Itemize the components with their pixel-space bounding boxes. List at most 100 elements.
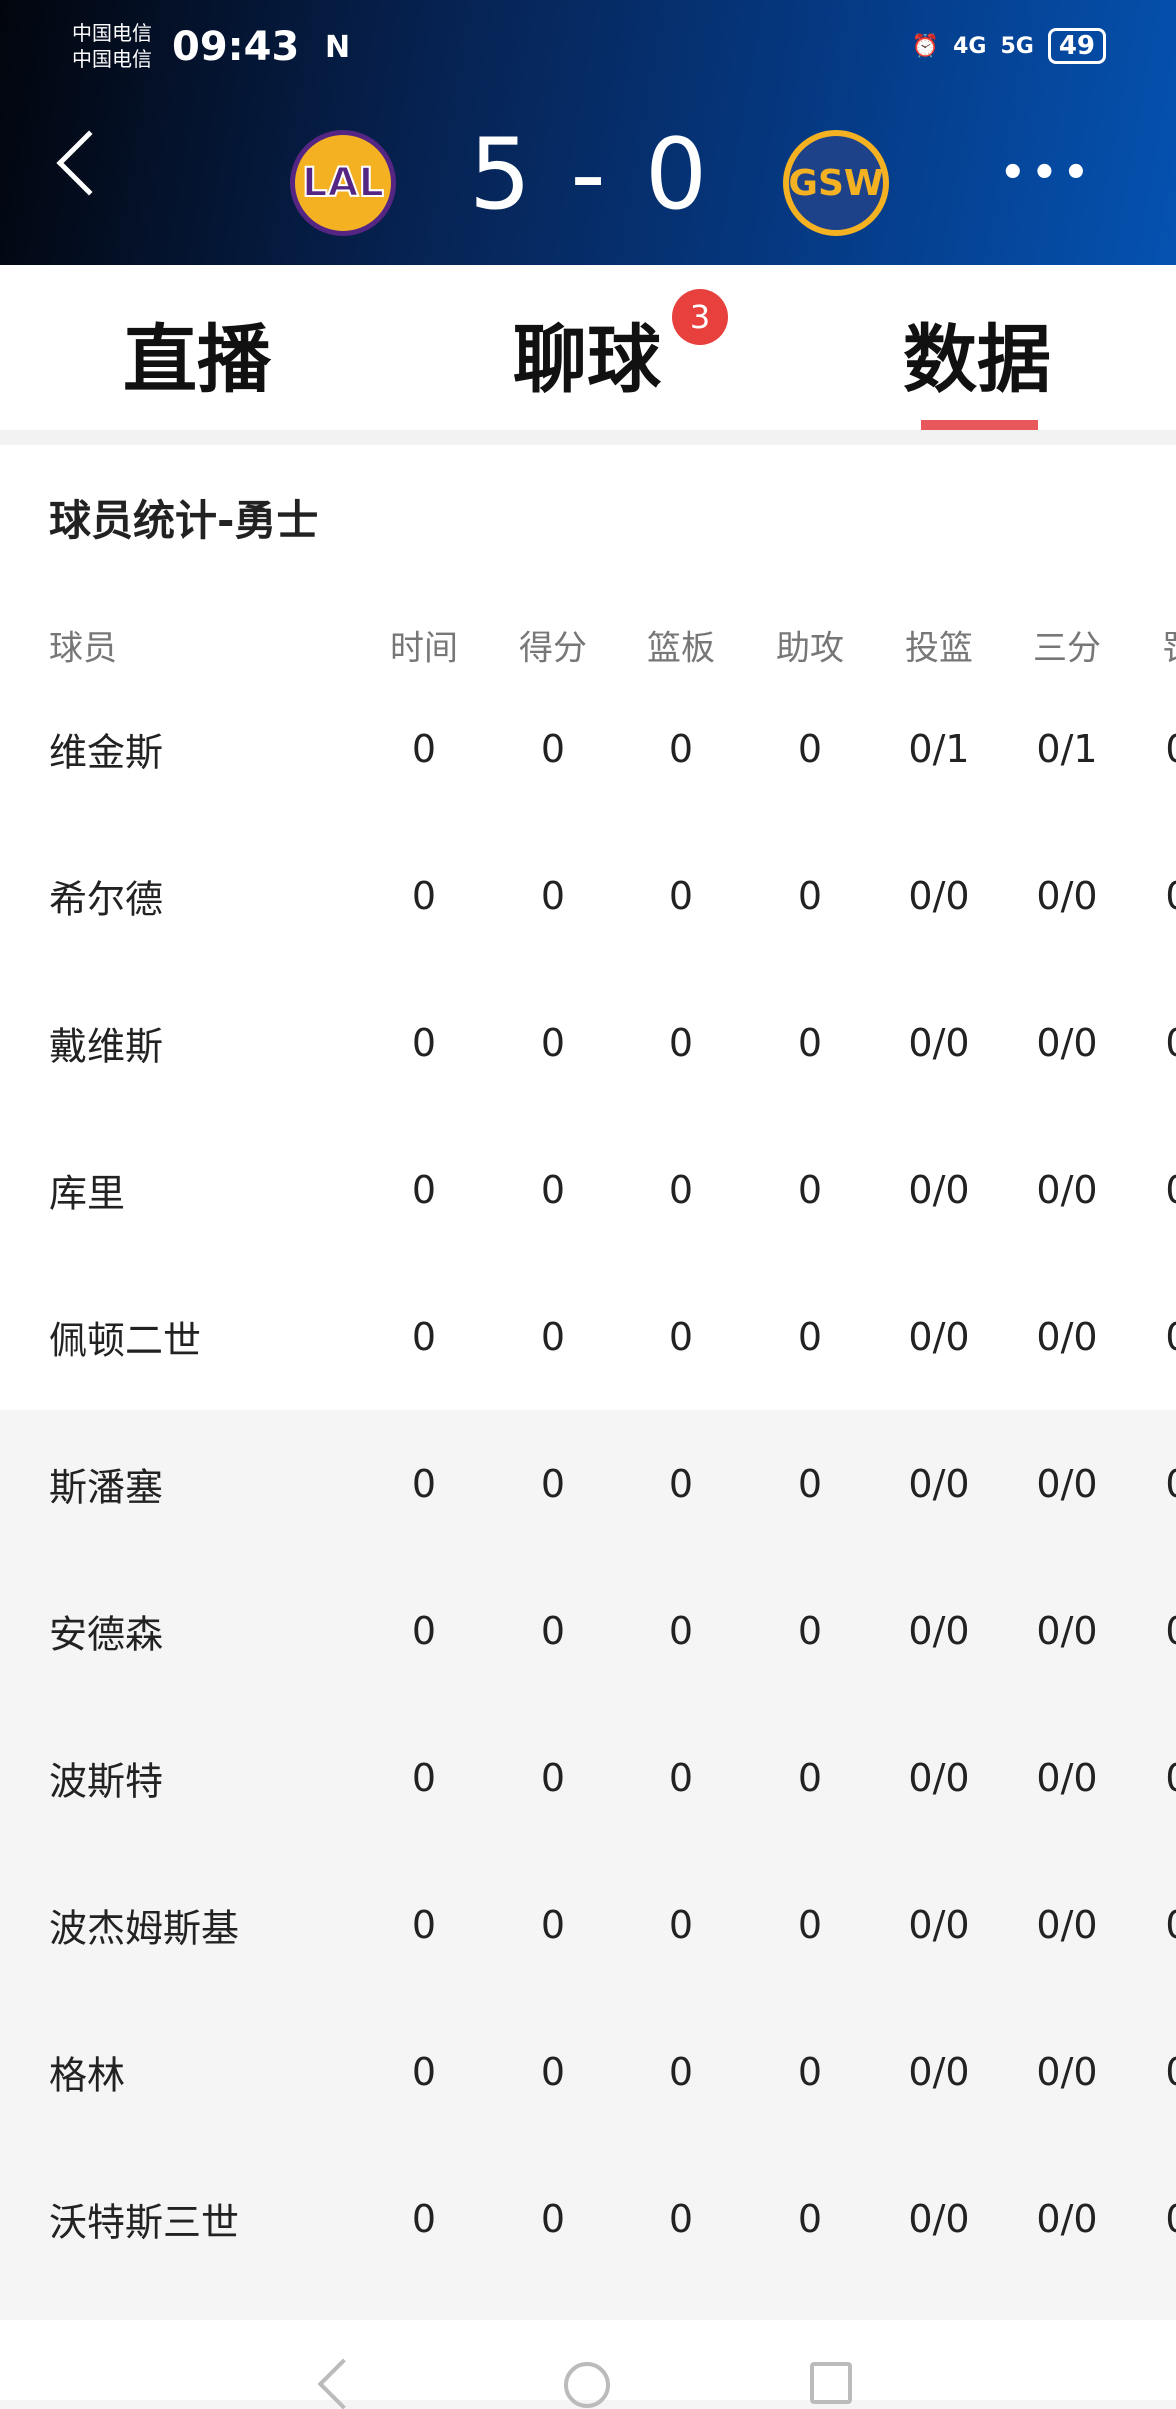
stat-cell: 0/0	[1036, 873, 1098, 918]
signal-4g-icon: 4G	[953, 33, 987, 59]
back-button[interactable]	[56, 130, 122, 196]
stat-cell: 0	[668, 1755, 694, 1800]
stat-cell: 0	[668, 1461, 694, 1506]
player-name: 希尔德	[49, 877, 164, 921]
stat-cell: 0	[668, 1314, 694, 1359]
table-row[interactable]: 佩顿二世 0 0 0 0 0/0 0/0 0/0	[0, 1263, 1176, 1410]
stat-cell: 0/0	[908, 2196, 970, 2241]
stat-cell: 0/0	[1165, 1168, 1176, 1212]
stat-cell: 0/0	[1036, 1461, 1098, 1506]
stat-cell: 三分	[1033, 628, 1101, 669]
stat-cell: 0	[540, 1755, 566, 1800]
stat-cell: 0	[411, 873, 437, 918]
player-name: 安德森	[49, 1612, 164, 1656]
stat-cell: 0/0	[1036, 1020, 1098, 1065]
stat-cell: 时间	[390, 628, 458, 669]
stat-cell: 0	[668, 2049, 694, 2094]
stat-cell: 0/0	[908, 1461, 970, 1506]
table-row[interactable]: 库里 0 0 0 0 0/0 0/0 0/0	[0, 1116, 1176, 1263]
table-row[interactable]: 沃特斯三世 0 0 0 0 0/0 0/0 0/0	[0, 2145, 1176, 2292]
stat-cell: 0	[668, 1020, 694, 1065]
stat-cell: 0/0	[1036, 1314, 1098, 1359]
alarm-icon: ⏰	[911, 33, 940, 59]
tab-chat[interactable]: 聊球	[513, 317, 661, 403]
score: 5 - 0	[468, 118, 712, 232]
stat-cell: 0	[668, 873, 694, 918]
player-name: 波杰姆斯基	[49, 1906, 240, 1950]
table-row[interactable]: 安德森 0 0 0 0 0/0 0/0 0/0	[0, 1557, 1176, 1704]
table-row[interactable]: 波杰姆斯基 0 0 0 0 0/0 0/0 0/0	[0, 1851, 1176, 1998]
stat-cell: 0/0	[908, 1020, 970, 1065]
stat-cell: 0/0	[1036, 2196, 1098, 2241]
player-name: 戴维斯	[49, 1024, 164, 1068]
player-name: 沃特斯三世	[49, 2200, 240, 2244]
nav-home-icon[interactable]	[564, 2362, 610, 2408]
player-name: 库里	[49, 1171, 126, 1215]
stat-cell: 0/0	[1036, 1755, 1098, 1800]
stat-cell: 0	[797, 2196, 823, 2241]
stat-cell: 0	[540, 1314, 566, 1359]
stat-cell: 0/0	[908, 1608, 970, 1653]
tab-live[interactable]: 直播	[123, 317, 271, 403]
table-row[interactable]: 斯潘塞 0 0 0 0 0/0 0/0 0/0	[0, 1410, 1176, 1557]
game-header: 中国电信 中国电信 09:43 N ⏰ 4G 5G 49 LAL 5 - 0 GS…	[0, 0, 1176, 265]
table-header: 球员 时间 得分 篮板 助攻 投篮 三分 罚球	[0, 565, 1176, 675]
stat-cell: 0	[411, 1902, 437, 1947]
stat-cell: 0	[411, 726, 437, 771]
table-row[interactable]: 波斯特 0 0 0 0 0/0 0/0 0/0	[0, 1704, 1176, 1851]
stat-cell: 0	[411, 1020, 437, 1065]
stat-cell: 0	[411, 2196, 437, 2241]
battery-icon: 49	[1047, 28, 1106, 64]
stat-cell: 0/0	[1165, 874, 1176, 918]
stat-cell: 0	[797, 1314, 823, 1359]
home-team-logo[interactable]: LAL	[290, 130, 396, 236]
player-name: 波斯特	[49, 1759, 164, 1803]
stat-cell: 0/0	[908, 1167, 970, 1212]
player-name: 维金斯	[49, 730, 164, 774]
table-row[interactable]: 格林 0 0 0 0 0/0 0/0 0/0	[0, 1998, 1176, 2145]
stat-cell: 助攻	[776, 628, 844, 669]
stat-cell: 0	[797, 726, 823, 771]
stat-cell: 0	[411, 1608, 437, 1653]
stat-cell: 0/0	[1165, 727, 1176, 771]
nfc-icon: N	[325, 30, 351, 65]
tab-stats[interactable]: 数据	[903, 317, 1051, 403]
player-name: 格林	[49, 2053, 126, 2097]
stat-cell: 0/1	[908, 726, 970, 771]
stat-cell: 0/0	[908, 1902, 970, 1947]
stat-cell: 0/0	[1165, 1609, 1176, 1653]
table-row[interactable]: 希尔德 0 0 0 0 0/0 0/0 0/0	[0, 822, 1176, 969]
stat-cell: 0	[540, 726, 566, 771]
stat-cell: 0	[797, 1020, 823, 1065]
table-row[interactable]: 维金斯 0 0 0 0 0/1 0/1 0/0	[0, 675, 1176, 822]
carrier-1: 中国电信	[72, 21, 152, 45]
nav-back-icon[interactable]	[317, 2358, 369, 2409]
clock: 09:43	[172, 24, 300, 70]
away-team-logo[interactable]: GSW	[783, 130, 889, 236]
stat-cell: 0	[540, 1167, 566, 1212]
stat-cell: 0	[797, 1755, 823, 1800]
more-icon[interactable]: •••	[1000, 150, 1095, 196]
stat-cell: 0	[668, 1167, 694, 1212]
stat-cell: 0	[540, 1020, 566, 1065]
carrier-info: 中国电信 中国电信	[72, 20, 152, 72]
stat-cell: 0	[797, 873, 823, 918]
stat-cell: 0/0	[908, 1755, 970, 1800]
stat-cell: 0/0	[1036, 2049, 1098, 2094]
stat-cell: 0	[540, 1608, 566, 1653]
stat-cell: 0	[797, 1167, 823, 1212]
stat-cell: 0	[411, 1167, 437, 1212]
stat-cell: 0	[797, 1902, 823, 1947]
stat-cell: 得分	[519, 628, 587, 669]
signal-5g-icon: 5G	[1000, 33, 1034, 59]
divider	[0, 430, 1176, 445]
stat-cell: 0	[797, 1608, 823, 1653]
table-row[interactable]: 戴维斯 0 0 0 0 0/0 0/0 0/0	[0, 969, 1176, 1116]
stat-cell: 0	[411, 2049, 437, 2094]
stat-cell: 0	[540, 2196, 566, 2241]
nav-recents-icon[interactable]	[810, 2362, 852, 2404]
stat-cell: 篮板	[647, 628, 715, 669]
chat-badge: 3	[672, 289, 728, 345]
stat-cell: 0/0	[1165, 1021, 1176, 1065]
player-name: 佩顿二世	[49, 1318, 202, 1362]
